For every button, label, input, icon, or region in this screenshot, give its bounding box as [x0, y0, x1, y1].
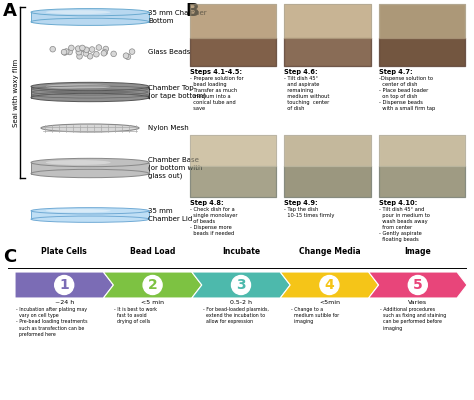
Polygon shape: [192, 272, 290, 298]
Circle shape: [83, 51, 89, 56]
Circle shape: [80, 45, 85, 51]
Text: - Change to a
  medium sutible for
  imaging: - Change to a medium sutible for imaging: [291, 307, 339, 324]
Polygon shape: [31, 162, 149, 174]
Text: 35 mm Chamber
Bottom: 35 mm Chamber Bottom: [148, 10, 207, 24]
Text: - Incubation after plating may
  vary on cell type
- Pre-bead loading treatments: - Incubation after plating may vary on c…: [16, 307, 88, 337]
Text: Change Media: Change Media: [299, 247, 360, 256]
Text: A: A: [3, 2, 17, 20]
Text: - Tilt dish 45° and
  pour in medium to
  wash beads away
  from center
- Gently: - Tilt dish 45° and pour in medium to wa…: [379, 207, 429, 242]
Ellipse shape: [46, 160, 110, 165]
Text: Glass Beads: Glass Beads: [148, 49, 191, 55]
Circle shape: [61, 49, 67, 55]
FancyBboxPatch shape: [190, 135, 276, 197]
Text: B: B: [185, 2, 199, 20]
Ellipse shape: [46, 84, 110, 89]
Circle shape: [129, 49, 135, 54]
Circle shape: [89, 47, 95, 52]
Circle shape: [62, 50, 68, 55]
Circle shape: [76, 50, 82, 55]
Circle shape: [96, 45, 101, 50]
Text: Step 4.7:: Step 4.7:: [379, 69, 412, 75]
Text: Chamber Base
(or bottom with
glass out): Chamber Base (or bottom with glass out): [148, 157, 202, 179]
Text: Step 4.9:: Step 4.9:: [284, 200, 318, 206]
Text: - It is best to work
  fast to avoid
  drying of cells: - It is best to work fast to avoid dryin…: [114, 307, 157, 324]
Circle shape: [83, 47, 89, 53]
Circle shape: [143, 276, 162, 294]
Circle shape: [77, 54, 82, 59]
Text: Nylon Mesh: Nylon Mesh: [148, 125, 189, 131]
Text: - Tilt dish 45°
  and aspirate
  remaining
  medium without
  touching  center
 : - Tilt dish 45° and aspirate remaining m…: [284, 76, 330, 111]
Text: Bead Load: Bead Load: [130, 247, 175, 256]
Circle shape: [67, 49, 73, 55]
Circle shape: [87, 54, 93, 59]
Ellipse shape: [31, 18, 149, 26]
Circle shape: [93, 52, 99, 57]
Ellipse shape: [46, 209, 110, 212]
Circle shape: [75, 46, 81, 52]
FancyBboxPatch shape: [190, 4, 276, 66]
FancyBboxPatch shape: [379, 4, 465, 66]
Ellipse shape: [31, 208, 149, 214]
Text: Step 4.10:: Step 4.10:: [379, 200, 417, 206]
Text: - Additional procedures
  such as fixing and staining
  can be performed before
: - Additional procedures such as fixing a…: [380, 307, 446, 330]
Text: Seal with waxy film: Seal with waxy film: [13, 58, 19, 126]
Circle shape: [101, 50, 107, 56]
Text: Steps 4.1-4.5:: Steps 4.1-4.5:: [190, 69, 242, 75]
Text: Step 4.6:: Step 4.6:: [284, 69, 318, 75]
Text: Step 4.8:: Step 4.8:: [190, 200, 224, 206]
Text: - Tap the dish
  10-15 times firmly: - Tap the dish 10-15 times firmly: [284, 207, 335, 218]
FancyBboxPatch shape: [284, 4, 371, 66]
Circle shape: [125, 54, 131, 60]
Ellipse shape: [31, 158, 149, 167]
Polygon shape: [369, 272, 467, 298]
Circle shape: [111, 51, 117, 57]
Circle shape: [82, 47, 87, 52]
Circle shape: [123, 53, 129, 58]
Polygon shape: [31, 86, 149, 98]
Text: 0.5-2 h: 0.5-2 h: [230, 300, 252, 305]
Circle shape: [408, 276, 427, 294]
Text: Image: Image: [404, 247, 431, 256]
Ellipse shape: [31, 169, 149, 178]
Text: Varies: Varies: [408, 300, 428, 305]
Polygon shape: [103, 272, 202, 298]
Text: Chamber Top
(or tape bottom): Chamber Top (or tape bottom): [148, 85, 206, 99]
Text: Incubate: Incubate: [222, 247, 260, 256]
Polygon shape: [280, 272, 379, 298]
Circle shape: [320, 276, 339, 294]
Text: C: C: [3, 248, 16, 266]
Ellipse shape: [31, 8, 149, 16]
Polygon shape: [31, 211, 149, 219]
Ellipse shape: [41, 124, 139, 132]
Text: - For bead-loaded plasmids,
  extend the incubation to
  allow for expression: - For bead-loaded plasmids, extend the i…: [203, 307, 269, 324]
Text: <5 min: <5 min: [141, 300, 164, 305]
Circle shape: [50, 46, 55, 52]
Text: 4: 4: [325, 278, 334, 292]
Text: - Prepare solution for
  bead loading
- Transfer as much
  medium into a
  conic: - Prepare solution for bead loading - Tr…: [190, 76, 244, 111]
Circle shape: [231, 276, 250, 294]
Circle shape: [102, 50, 108, 55]
FancyBboxPatch shape: [379, 135, 465, 197]
Text: 3: 3: [236, 278, 246, 292]
Ellipse shape: [31, 216, 149, 222]
Ellipse shape: [31, 93, 149, 102]
Text: Plate Cells: Plate Cells: [41, 247, 87, 256]
Text: -Dispense solution to
  center of dish
- Place bead loader
  on top of dish
- Di: -Dispense solution to center of dish - P…: [379, 76, 435, 111]
Circle shape: [64, 49, 69, 54]
Text: 35 mm
Chamber Lid: 35 mm Chamber Lid: [148, 208, 192, 222]
Text: - Check dish for a
  single monolayer
  of beads
- Dispense more
  beads if need: - Check dish for a single monolayer of b…: [190, 207, 237, 236]
Polygon shape: [15, 272, 113, 298]
Text: 5: 5: [413, 278, 423, 292]
Text: 1: 1: [59, 278, 69, 292]
Circle shape: [55, 276, 73, 294]
Ellipse shape: [31, 82, 149, 91]
Circle shape: [69, 45, 74, 51]
Ellipse shape: [46, 10, 110, 14]
Text: ~24 h: ~24 h: [55, 300, 74, 305]
Text: <5min: <5min: [319, 300, 340, 305]
Polygon shape: [31, 12, 149, 22]
Text: 2: 2: [148, 278, 157, 292]
FancyBboxPatch shape: [284, 135, 371, 197]
Circle shape: [103, 46, 109, 52]
